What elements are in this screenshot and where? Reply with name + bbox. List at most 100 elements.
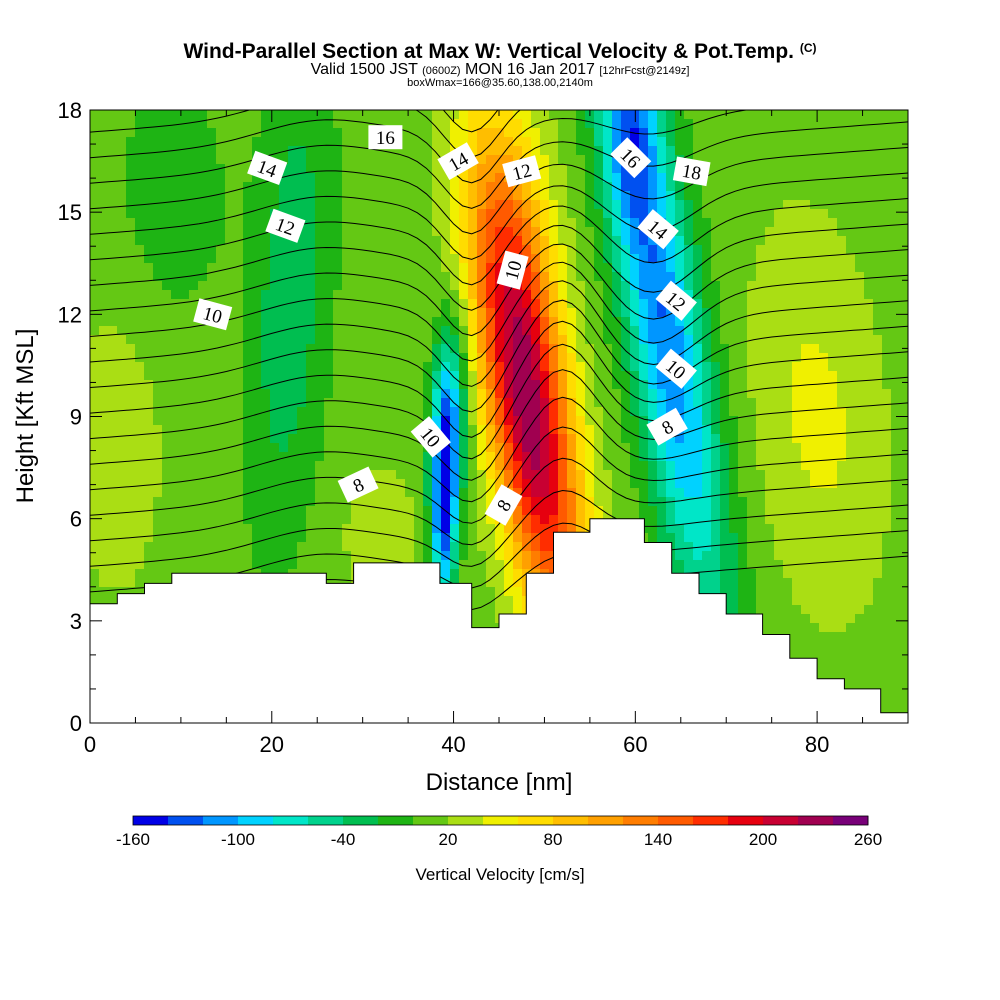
field-cell [144, 578, 154, 588]
field-cell [720, 362, 730, 372]
field-cell [459, 119, 469, 129]
field-cell [747, 317, 757, 327]
field-cell [423, 227, 433, 237]
field-cell [765, 119, 775, 129]
field-cell [549, 281, 559, 291]
field-cell [621, 443, 631, 453]
field-cell [396, 317, 406, 327]
field-cell [864, 389, 874, 399]
field-cell [288, 353, 298, 363]
field-cell [891, 137, 901, 147]
field-cell [171, 515, 181, 525]
field-cell [378, 227, 388, 237]
field-cell [846, 398, 856, 408]
field-cell [810, 281, 820, 291]
field-cell [855, 479, 865, 489]
field-cell [720, 308, 730, 318]
field-cell [108, 551, 118, 561]
field-cell [864, 254, 874, 264]
field-cell [279, 146, 289, 156]
field-cell [882, 281, 892, 291]
field-cell [324, 551, 334, 561]
field-cell [279, 353, 289, 363]
field-cell [207, 551, 217, 561]
field-cell [891, 200, 901, 210]
field-cell [441, 452, 451, 462]
field-cell [198, 281, 208, 291]
field-cell [765, 155, 775, 165]
field-cell [99, 128, 109, 138]
field-cell [729, 137, 739, 147]
field-cell [324, 164, 334, 174]
field-cell [126, 335, 136, 345]
field-cell [693, 236, 703, 246]
field-cell [207, 353, 217, 363]
field-cell [297, 497, 307, 507]
field-cell [405, 326, 415, 336]
field-cell [378, 209, 388, 219]
field-cell [162, 137, 172, 147]
field-cell [648, 272, 658, 282]
field-cell [819, 380, 829, 390]
field-cell [594, 362, 604, 372]
field-cell [369, 461, 379, 471]
field-cell [477, 461, 487, 471]
field-cell [684, 254, 694, 264]
field-cell [738, 308, 748, 318]
field-cell [882, 461, 892, 471]
field-cell [729, 497, 739, 507]
field-cell [819, 344, 829, 354]
field-cell [864, 281, 874, 291]
field-cell [792, 524, 802, 534]
field-cell [891, 326, 901, 336]
field-cell [612, 173, 622, 183]
field-cell [387, 335, 397, 345]
field-cell [459, 272, 469, 282]
field-cell [288, 308, 298, 318]
field-cell [387, 416, 397, 426]
field-cell [252, 254, 262, 264]
field-cell [117, 191, 127, 201]
field-cell [585, 146, 595, 156]
field-cell [324, 533, 334, 543]
field-cell [243, 200, 253, 210]
field-cell [369, 407, 379, 417]
field-cell [180, 461, 190, 471]
field-cell [468, 182, 478, 192]
field-cell [756, 425, 766, 435]
field-cell [792, 497, 802, 507]
field-cell [414, 416, 424, 426]
field-cell [801, 551, 811, 561]
field-cell [225, 227, 235, 237]
field-cell [684, 434, 694, 444]
field-cell [585, 389, 595, 399]
field-cell [495, 443, 505, 453]
field-cell [720, 110, 730, 120]
field-cell [819, 398, 829, 408]
field-cell [891, 506, 901, 516]
field-cell [162, 326, 172, 336]
field-cell [639, 488, 649, 498]
field-cell [495, 452, 505, 462]
field-cell [171, 254, 181, 264]
field-cell [585, 200, 595, 210]
field-cell [540, 254, 550, 264]
field-cell [684, 218, 694, 228]
field-cell [774, 137, 784, 147]
field-cell [441, 200, 451, 210]
field-cell [171, 326, 181, 336]
field-cell [450, 137, 460, 147]
field-cell [882, 254, 892, 264]
field-cell [675, 479, 685, 489]
field-cell [306, 461, 316, 471]
field-cell [864, 236, 874, 246]
field-cell [702, 416, 712, 426]
field-cell [837, 551, 847, 561]
field-cell [864, 497, 874, 507]
field-cell [720, 164, 730, 174]
field-cell [243, 371, 253, 381]
field-cell [342, 335, 352, 345]
field-cell [882, 353, 892, 363]
field-cell [675, 110, 685, 120]
field-cell [819, 164, 829, 174]
